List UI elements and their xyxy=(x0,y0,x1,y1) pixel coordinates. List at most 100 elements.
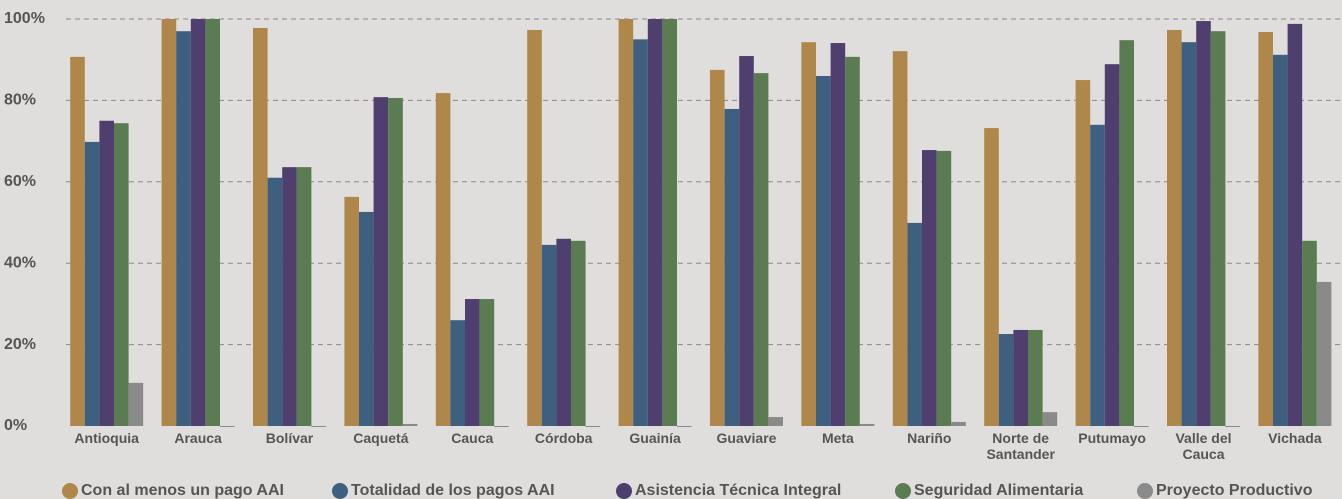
y-tick-label: 80% xyxy=(4,92,36,109)
bar xyxy=(662,19,677,426)
bar xyxy=(494,426,509,427)
bar xyxy=(859,423,875,426)
x-tick-label: Arauca xyxy=(174,430,222,446)
y-tick-label: 20% xyxy=(4,336,36,353)
bar xyxy=(1302,240,1317,426)
bar xyxy=(1196,21,1211,426)
bar xyxy=(801,42,816,426)
bar xyxy=(585,426,601,427)
y-tick-label: 60% xyxy=(4,173,36,190)
bar xyxy=(892,51,908,426)
bar xyxy=(267,177,283,426)
legend-label: Proyecto Productivo xyxy=(1156,482,1313,499)
bar xyxy=(1273,54,1288,426)
legend-label: Seguridad Alimentaria xyxy=(914,482,1083,499)
bar xyxy=(253,27,268,426)
bar xyxy=(1119,40,1134,426)
bar xyxy=(1167,29,1182,426)
bar xyxy=(388,97,403,426)
bar xyxy=(816,75,831,426)
bar xyxy=(465,299,480,426)
bar xyxy=(951,421,966,426)
bar xyxy=(541,244,557,426)
bar xyxy=(724,108,740,427)
bar xyxy=(1316,281,1332,426)
bar xyxy=(220,426,235,427)
bar xyxy=(99,120,114,426)
bar xyxy=(753,73,769,427)
x-tick-label: Nariño xyxy=(907,430,952,446)
legend-marker xyxy=(895,483,911,499)
bar xyxy=(190,19,206,426)
bar xyxy=(311,426,326,427)
bar xyxy=(1225,426,1240,427)
bar xyxy=(1181,42,1197,426)
bar xyxy=(114,123,129,426)
y-tick-label: 100% xyxy=(4,10,45,27)
bar xyxy=(479,299,495,426)
bar xyxy=(1210,31,1226,427)
bar xyxy=(296,167,312,426)
bar xyxy=(1287,23,1303,426)
legend-marker xyxy=(332,483,348,499)
bar xyxy=(84,141,100,426)
bar xyxy=(344,196,359,426)
x-tick-label: Putumayo xyxy=(1078,430,1146,446)
bar xyxy=(527,29,542,426)
bar xyxy=(922,150,937,426)
x-tick-label: Guaviare xyxy=(716,430,777,446)
bar xyxy=(1090,124,1105,426)
bar xyxy=(1028,329,1043,426)
bar xyxy=(373,97,389,427)
bar xyxy=(1134,426,1149,427)
bar xyxy=(830,43,846,426)
bar xyxy=(1258,32,1273,427)
bar xyxy=(710,69,725,426)
y-tick-label: 0% xyxy=(4,417,27,434)
legend-label: Con al menos un pago AAI xyxy=(81,482,284,499)
y-tick-label: 40% xyxy=(4,254,36,271)
bar xyxy=(998,334,1014,426)
bar xyxy=(450,320,465,426)
legend-label: Asistencia Técnica Integral xyxy=(635,482,841,499)
x-tick-label: Valle del Cauca xyxy=(1175,430,1232,462)
bar xyxy=(1042,412,1058,426)
bar xyxy=(907,222,922,426)
bar xyxy=(1104,64,1120,426)
legend-marker xyxy=(616,483,632,499)
bar xyxy=(571,240,586,426)
bar xyxy=(70,56,85,426)
bar xyxy=(205,19,220,426)
x-tick-label: Antioquia xyxy=(74,430,139,446)
bar xyxy=(161,19,177,426)
bar xyxy=(768,417,783,426)
x-tick-label: Meta xyxy=(821,430,854,446)
bar xyxy=(176,31,191,427)
bar xyxy=(936,150,952,427)
bar xyxy=(633,39,648,426)
bar xyxy=(618,19,634,426)
x-tick-label: Norte de Santander xyxy=(986,430,1055,462)
bar xyxy=(845,56,860,426)
bar xyxy=(1013,329,1028,426)
x-tick-label: Córdoba xyxy=(534,430,593,446)
bar xyxy=(556,238,571,426)
bar xyxy=(402,423,418,426)
legend-label: Totalidad de los pagos AAI xyxy=(351,482,555,499)
x-tick-label: Vichada xyxy=(1268,430,1322,446)
bar xyxy=(282,167,297,426)
bar xyxy=(128,382,144,426)
x-tick-label: Guainía xyxy=(629,430,681,446)
bar xyxy=(359,211,374,426)
x-tick-label: Caquetá xyxy=(353,430,409,446)
bar xyxy=(1075,80,1091,427)
x-tick-label: Cauca xyxy=(451,430,494,446)
legend-marker xyxy=(1137,483,1153,499)
bar xyxy=(984,128,999,427)
legend-marker xyxy=(62,483,78,499)
x-tick-label: Bolívar xyxy=(265,430,314,446)
bar xyxy=(647,19,663,426)
bar xyxy=(739,56,754,427)
